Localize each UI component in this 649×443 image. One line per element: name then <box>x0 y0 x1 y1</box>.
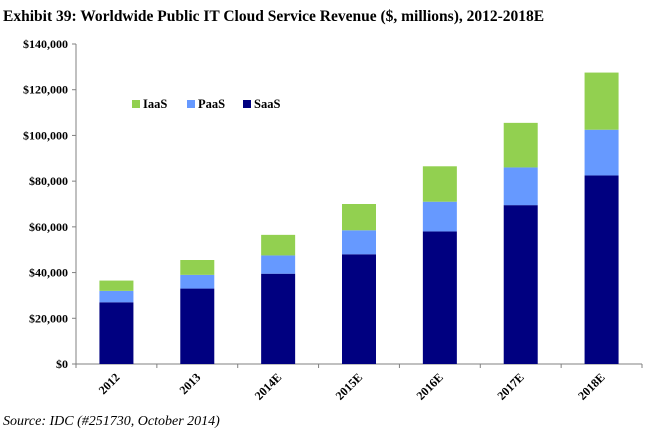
bar-saas-2016e <box>422 231 457 364</box>
y-tick-label: $60,000 <box>29 220 68 234</box>
x-tick-labels: 2012 2013 2014E 2015E 2016E 2017E 2018E <box>96 370 608 403</box>
y-tick-label: $80,000 <box>29 174 68 188</box>
y-tick-label: $0 <box>56 357 68 371</box>
bar-iaas-2012 <box>99 280 134 291</box>
x-tick-label: 2017E <box>494 370 527 403</box>
bar-saas-2012 <box>99 302 134 364</box>
bar-paas-2015e <box>342 230 376 255</box>
legend-label-saas: SaaS <box>254 97 280 111</box>
legend-swatch-iaas <box>132 100 140 108</box>
bar-saas-2013 <box>180 288 215 364</box>
legend-label-iaas: IaaS <box>143 97 167 111</box>
source-note: Source: IDC (#251730, October 2014) <box>3 414 220 429</box>
legend-swatch-saas <box>243 100 251 108</box>
bar-iaas-2015e <box>342 204 376 231</box>
bar-saas-2015e <box>342 254 376 364</box>
bar-paas-2016e <box>422 201 457 232</box>
x-tick-label: 2016E <box>413 370 446 403</box>
legend-label-paas: PaaS <box>198 97 225 111</box>
bar-saas-2014e <box>261 273 296 364</box>
x-tick-label: 2015E <box>333 370 366 403</box>
y-tick-label: $120,000 <box>23 83 68 97</box>
y-tick-label: $20,000 <box>29 311 68 325</box>
bars <box>99 72 619 364</box>
legend-swatch-paas <box>187 100 195 108</box>
bar-paas-2018e <box>584 129 619 176</box>
bar-paas-2013 <box>180 274 215 289</box>
x-tick-label: 2013 <box>177 370 204 397</box>
chart-title: Exhibit 39: Worldwide Public IT Cloud Se… <box>3 8 545 25</box>
bar-iaas-2017e <box>503 122 538 168</box>
x-tick-label: 2014E <box>252 370 285 403</box>
bar-iaas-2016e <box>422 166 457 202</box>
y-tick-label: $40,000 <box>29 266 68 280</box>
bar-iaas-2014e <box>261 234 296 256</box>
bar-paas-2012 <box>99 290 134 303</box>
bar-paas-2014e <box>261 255 296 274</box>
bar-saas-2018e <box>584 175 619 364</box>
y-tick-label: $140,000 <box>23 37 68 51</box>
bar-iaas-2018e <box>584 72 619 130</box>
y-tick-labels: $0 $20,000 $40,000 $60,000 $80,000 $100,000 $1… <box>23 37 68 371</box>
legend: IaaS PaaS SaaS <box>132 97 280 111</box>
x-tick-label: 2012 <box>96 370 123 397</box>
bar-paas-2017e <box>503 167 538 206</box>
bar-saas-2017e <box>503 205 538 364</box>
bar-iaas-2013 <box>180 260 215 275</box>
y-tick-label: $100,000 <box>23 128 68 142</box>
x-tick-label: 2018E <box>575 370 608 403</box>
